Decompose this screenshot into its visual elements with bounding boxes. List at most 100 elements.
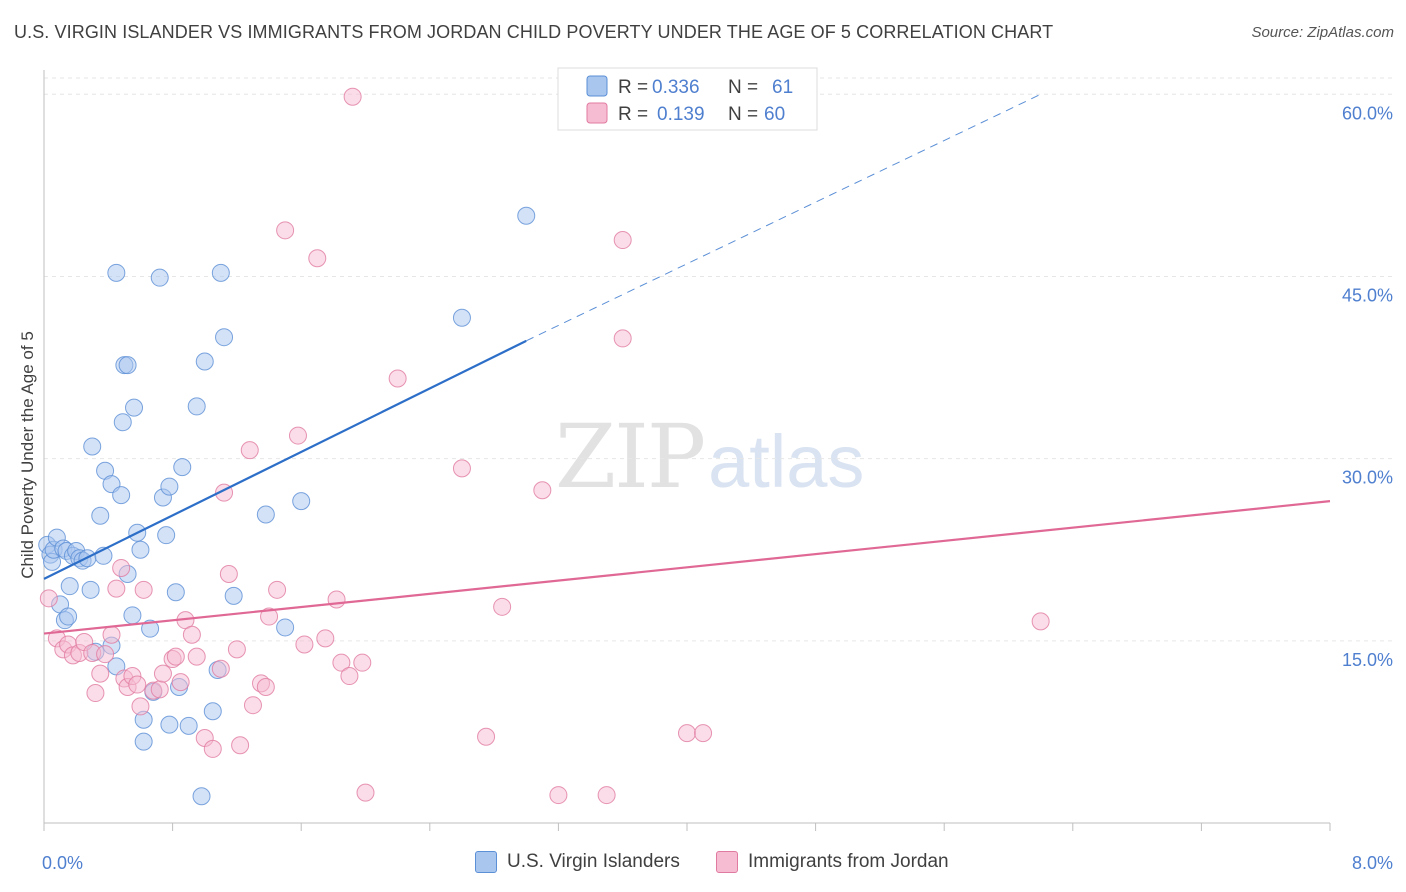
stats-legend: R = 0.336 N = 61 R = 0.139 N = 60 [557,67,818,131]
point-jordan-61 [613,329,632,348]
point-jordan-27 [182,625,201,644]
point-jordan-57 [533,481,552,500]
point-jordan-13 [112,558,131,577]
point-virgin-islanders-38 [150,268,169,287]
point-jordan-11 [102,625,121,644]
point-virgin-islanders-54 [224,586,243,605]
stats-r-label-1: R = [618,77,648,98]
point-virgin-islanders-43 [166,583,185,602]
point-jordan-0 [39,589,58,608]
point-jordan-47 [327,590,346,609]
point-virgin-islanders-26 [112,486,131,505]
point-virgin-islanders-49 [195,352,214,371]
point-virgin-islanders-59 [517,206,536,225]
grid [44,77,1392,642]
point-jordan-10 [96,645,115,664]
point-jordan-39 [256,677,275,696]
point-virgin-islanders-27 [113,413,132,432]
stats-n-label-1: N = [728,77,758,98]
point-jordan-17 [128,675,147,694]
trend-line-virgin-islanders-extension [526,93,1041,342]
point-jordan-41 [268,580,287,599]
point-jordan-54 [452,459,471,478]
point-jordan-51 [343,87,362,106]
point-virgin-islanders-40 [157,526,176,545]
point-jordan-22 [153,664,172,683]
stats-n-label-2: N = [728,104,758,125]
point-virgin-islanders-47 [187,397,206,416]
point-jordan-31 [211,659,230,678]
point-jordan-48 [332,653,351,672]
point-jordan-19 [134,580,153,599]
point-virgin-islanders-50 [203,702,222,721]
point-virgin-islanders-56 [276,618,295,637]
y-tick-label-60: 60.0% [1342,103,1393,123]
point-jordan-24 [166,647,185,666]
point-jordan-44 [295,635,314,654]
point-jordan-64 [1031,612,1050,631]
legend-item-virgin-islanders: U.S. Virgin Islanders [475,851,680,873]
legend-swatch-pink [716,851,738,873]
point-virgin-islanders-34 [131,540,150,559]
point-virgin-islanders-46 [179,716,198,735]
y-tick-label-45: 45.0% [1342,285,1393,305]
point-jordan-42 [276,221,295,240]
trend-lines [43,93,1331,635]
legend-label-jordan: Immigrants from Jordan [748,851,949,872]
point-jordan-60 [613,231,632,250]
point-jordan-46 [316,629,335,648]
y-tick-label-15: 15.0% [1342,650,1393,670]
point-jordan-28 [187,647,206,666]
point-virgin-islanders-36 [134,732,153,751]
point-virgin-islanders-25 [107,263,126,282]
x-tick-label-max: 8.0% [1352,853,1393,873]
stats-swatch-blue [586,75,608,97]
point-jordan-36 [240,441,259,460]
stats-r-value-2: 0.139 [657,104,705,125]
point-jordan-62 [678,724,696,743]
chart-title: U.S. VIRGIN ISLANDER VS IMMIGRANTS FROM … [14,22,1054,42]
y-tick-label-30: 30.0% [1342,468,1393,488]
point-jordan-56 [493,597,512,616]
point-jordan-21 [150,680,169,699]
point-virgin-islanders-16 [81,580,100,599]
point-virgin-islanders-42 [160,715,179,734]
point-jordan-43 [288,426,307,445]
stats-r-label-2: R = [618,104,648,125]
legend-item-jordan: Immigrants from Jordan [716,851,949,873]
point-jordan-53 [388,369,407,388]
point-virgin-islanders-19 [91,506,110,525]
point-jordan-35 [231,736,250,755]
point-jordan-12 [107,579,126,598]
point-jordan-63 [694,724,713,743]
legend-label-virgin-islanders: U.S. Virgin Islanders [507,851,680,872]
point-jordan-59 [597,786,616,805]
point-jordan-30 [203,739,222,758]
y-axis-label: Child Poverty Under the Age of 5 [18,331,37,579]
point-virgin-islanders-41 [160,477,179,496]
point-virgin-islanders-53 [215,328,234,347]
stats-r-value-1: 0.336 [652,77,700,98]
point-jordan-49 [340,667,359,686]
point-jordan-37 [243,696,262,715]
data-points [38,87,1050,806]
point-virgin-islanders-9 [59,607,78,626]
point-virgin-islanders-57 [292,492,311,511]
point-virgin-islanders-55 [256,505,275,524]
point-virgin-islanders-10 [60,577,79,596]
point-jordan-25 [171,673,190,692]
stats-swatch-pink [586,102,608,124]
x-tick-label-min: 0.0% [42,853,83,873]
trend-line-jordan [43,500,1331,635]
point-jordan-55 [477,727,496,746]
point-virgin-islanders-30 [123,606,142,625]
source-label: Source: ZipAtlas.com [1251,24,1394,41]
bottom-legend: U.S. Virgin Islanders Immigrants from Jo… [0,851,1406,879]
point-jordan-50 [353,653,372,672]
point-jordan-58 [549,786,568,805]
point-jordan-9 [91,664,110,683]
trend-line-virgin-islanders [43,339,527,580]
point-virgin-islanders-58 [452,308,471,327]
point-virgin-islanders-17 [83,437,102,456]
tick-labels: 15.0% 30.0% 45.0% 60.0% 0.0% 8.0% [42,103,1393,873]
